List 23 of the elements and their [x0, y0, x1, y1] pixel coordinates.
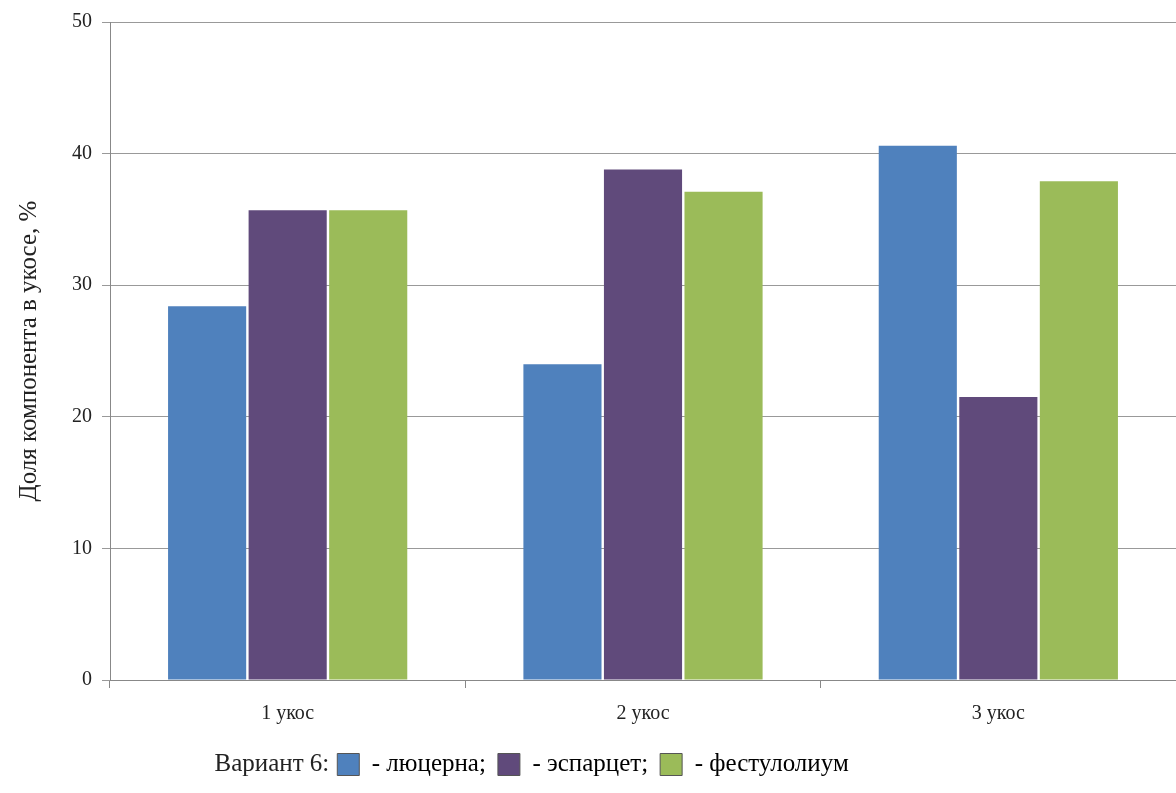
x-tick-label: 1 укос	[261, 701, 315, 725]
y-axis-title: Доля компонента в укосе, %	[13, 200, 41, 502]
y-tick-label: 50	[72, 9, 92, 32]
bar	[329, 210, 408, 680]
y-tick-label: 40	[72, 140, 92, 163]
bar	[248, 210, 327, 680]
y-tick-label: 30	[72, 272, 92, 295]
bar	[878, 145, 957, 680]
legend-label: - эспарцет;	[532, 749, 649, 777]
legend-label: - люцерна;	[371, 749, 486, 777]
legend-label: - фестулолиум	[694, 749, 849, 777]
bar	[603, 169, 683, 680]
legend-title: Вариант 6:	[214, 749, 330, 777]
bar	[959, 397, 1038, 680]
bar	[684, 191, 763, 680]
x-tick-label: 3 укос	[971, 701, 1025, 725]
x-tick-label: 2 укос	[616, 701, 670, 725]
y-tick-label: 20	[72, 404, 92, 427]
bar	[168, 306, 247, 680]
y-tick-label: 0	[82, 667, 92, 690]
bar	[523, 364, 602, 680]
y-tick-label: 10	[72, 535, 92, 558]
bar	[1039, 181, 1118, 680]
